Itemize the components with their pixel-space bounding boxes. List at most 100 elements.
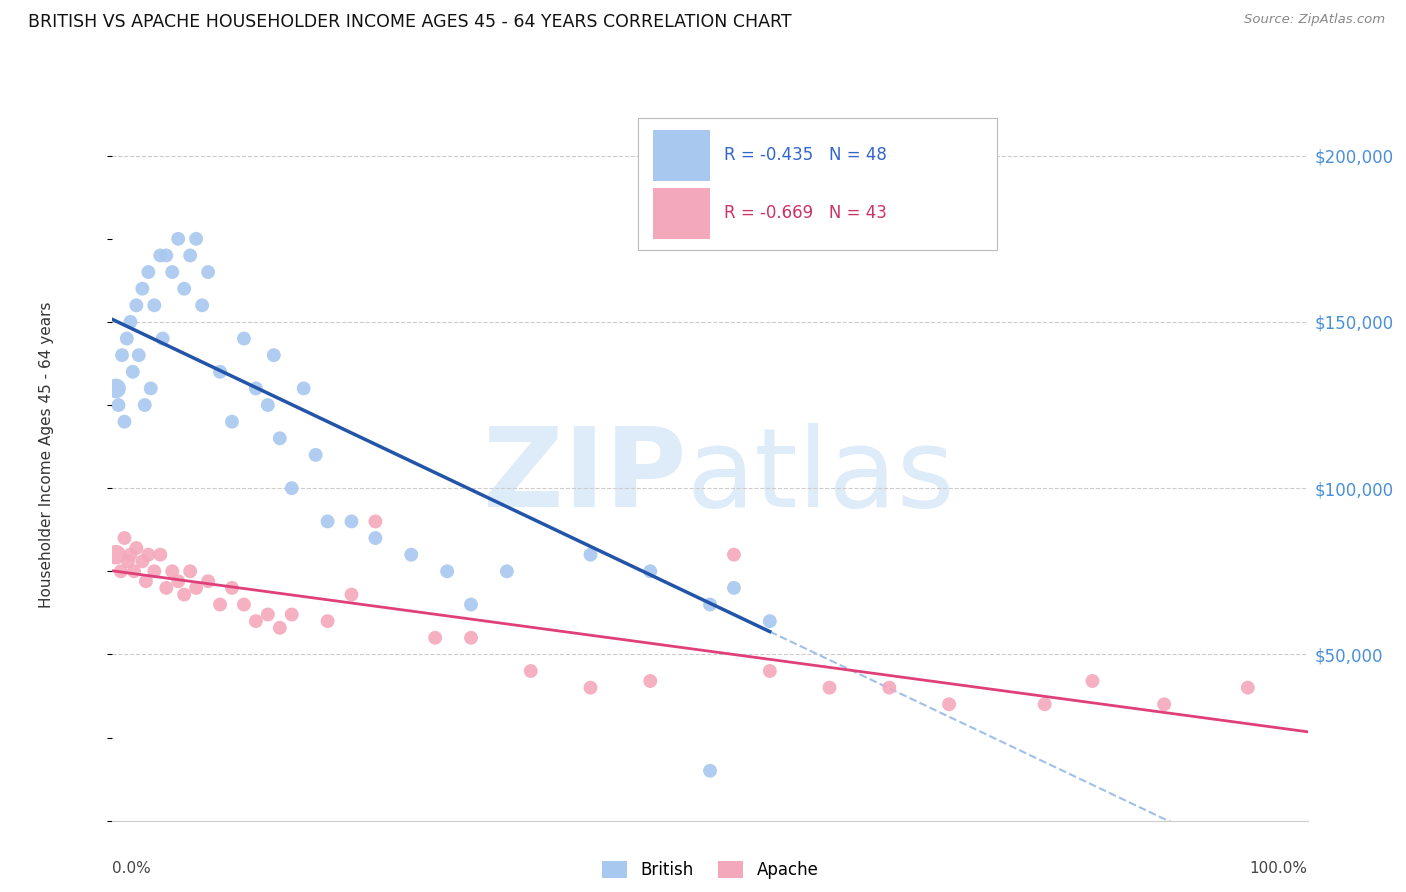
Point [111,348,134,362]
Point [162,564,183,578]
Point [149,548,172,562]
Point [155,248,177,262]
Text: Source: ZipAtlas.com: Source: ZipAtlas.com [1244,13,1385,27]
Point [125,298,148,312]
Point [759,664,782,678]
FancyBboxPatch shape [652,129,710,181]
Point [877,681,900,695]
Point [143,298,166,312]
Text: R = -0.435   N = 48: R = -0.435 N = 48 [724,146,887,164]
Point [638,673,662,688]
Point [1033,698,1056,712]
Point [155,581,177,595]
Point [120,315,142,329]
Point [121,365,143,379]
Point [818,681,841,695]
Point [699,198,721,212]
Point [281,481,304,495]
Point [269,621,291,635]
Point [173,588,195,602]
Point [114,415,135,429]
Point [131,282,153,296]
Point [340,515,363,529]
Point [191,298,214,312]
Text: ZIP: ZIP [482,424,686,531]
Point [139,381,162,395]
Text: R = -0.669   N = 43: R = -0.669 N = 43 [724,204,887,222]
Point [1081,673,1104,688]
Point [208,598,231,612]
Point [1237,681,1260,695]
Legend: British, Apache: British, Apache [595,854,825,886]
Point [167,574,190,589]
Point [316,614,339,628]
Point [401,548,423,562]
Point [149,248,172,262]
Point [179,248,201,262]
Point [699,598,721,612]
Point [245,381,267,395]
Point [304,448,326,462]
Point [173,282,195,296]
Point [143,564,166,578]
Point [197,574,219,589]
Point [263,348,285,362]
Point [134,398,156,412]
Point [364,515,387,529]
Point [316,515,339,529]
Point [167,232,190,246]
Point [105,381,128,395]
Point [208,365,231,379]
Point [245,614,267,628]
Point [723,548,745,562]
Point [460,598,482,612]
Point [120,548,142,562]
Point [579,681,602,695]
Point [436,564,458,578]
Point [197,265,219,279]
Point [460,631,482,645]
Point [723,581,745,595]
Point [269,431,291,445]
Point [122,564,145,578]
Text: atlas: atlas [686,424,955,531]
Point [232,332,256,346]
Point [105,548,128,562]
Point [117,554,139,568]
Point [232,598,256,612]
Point [281,607,304,622]
Point [186,581,208,595]
Point [135,574,157,589]
Point [340,588,363,602]
Point [257,398,280,412]
Point [114,531,135,545]
Point [699,764,721,778]
Point [138,265,160,279]
Point [128,348,150,362]
Point [125,541,148,555]
Point [1153,698,1175,712]
Point [221,415,243,429]
FancyBboxPatch shape [652,187,710,239]
Text: 0.0%: 0.0% [112,861,152,876]
Point [496,564,519,578]
Point [579,548,602,562]
Point [110,564,132,578]
Point [131,554,153,568]
Point [186,232,208,246]
Point [938,698,960,712]
Text: BRITISH VS APACHE HOUSEHOLDER INCOME AGES 45 - 64 YEARS CORRELATION CHART: BRITISH VS APACHE HOUSEHOLDER INCOME AGE… [28,13,792,31]
Text: 100.0%: 100.0% [1250,861,1308,876]
FancyBboxPatch shape [638,119,997,250]
Point [221,581,243,595]
Point [162,265,183,279]
Point [425,631,447,645]
Text: Householder Income Ages 45 - 64 years: Householder Income Ages 45 - 64 years [39,301,55,608]
Point [138,548,160,562]
Point [152,332,174,346]
Point [115,332,138,346]
Point [107,398,129,412]
Point [638,564,662,578]
Point [364,531,387,545]
Point [292,381,315,395]
